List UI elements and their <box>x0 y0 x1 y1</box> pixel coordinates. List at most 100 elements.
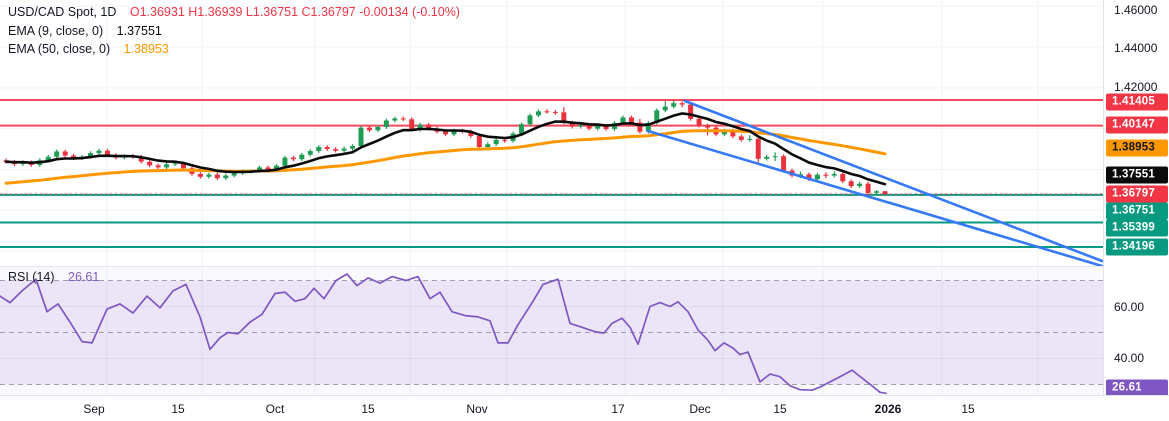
candle-body <box>831 173 837 176</box>
candle-body <box>519 124 525 134</box>
time-axis-label: Sep <box>83 402 105 416</box>
candle-body <box>874 191 880 193</box>
ema50-value: 1.38953 <box>123 42 169 56</box>
rsi-value-badge: 26.61 <box>1106 379 1168 397</box>
candle-body <box>738 136 744 140</box>
candle-body <box>341 148 347 151</box>
price-axis-label: 1.42000 <box>1114 80 1158 94</box>
candle-body <box>637 122 643 132</box>
rsi-value: 26.61 <box>68 270 100 284</box>
ema9-line[interactable] <box>4 112 887 186</box>
candle-body <box>333 149 339 151</box>
candle-body <box>104 150 110 156</box>
candle-body <box>535 111 541 116</box>
trendline-lower[interactable] <box>646 129 1103 266</box>
ohlc-values: O1.36931 H1.36939 L1.36751 C1.36797 -0.0… <box>129 5 460 19</box>
candle-body <box>358 127 364 146</box>
time-axis-label: 15 <box>361 402 375 416</box>
candle-body <box>71 155 77 159</box>
candle-body <box>180 163 186 169</box>
price-badge: 1.40147 <box>1106 116 1168 134</box>
time-axis-label: 17 <box>611 402 625 416</box>
price-badge: 1.38953 <box>1106 139 1168 157</box>
candle-body <box>147 161 153 166</box>
candle-body <box>527 115 533 125</box>
candle-body <box>350 145 356 149</box>
candle-body <box>823 174 829 176</box>
ema9-legend-row[interactable]: EMA (9, close, 0) 1.37551 <box>8 22 460 41</box>
price-axis-label: 1.44000 <box>1114 41 1158 55</box>
rsi-axis-label: 60.00 <box>1114 300 1145 314</box>
time-axis-label: Oct <box>265 402 285 416</box>
candle-body <box>747 138 753 140</box>
ema9-label[interactable]: EMA (9, close, 0) <box>8 23 104 38</box>
candle-body <box>383 120 389 128</box>
symbol-title[interactable]: USD/CAD Spot, 1D <box>8 5 117 19</box>
candle-body <box>324 147 330 150</box>
candle-body <box>814 174 820 180</box>
candle-body <box>721 130 727 135</box>
candle-body <box>366 127 372 131</box>
candle-body <box>654 110 660 123</box>
candle-body <box>797 174 803 176</box>
time-axis[interactable]: Sep 15 Oct 15 Nov 17 Dec 15 2026 15 <box>0 395 1169 421</box>
candle-body <box>206 174 212 177</box>
candle-body <box>865 183 871 193</box>
candle-body <box>468 131 474 136</box>
candle-body <box>552 111 558 113</box>
rsi-legend: RSI (14) 26.61 <box>8 270 99 284</box>
rsi-line[interactable] <box>0 273 887 395</box>
candle-body <box>781 156 787 171</box>
candle-body <box>764 156 770 159</box>
candle-body <box>502 139 508 141</box>
candle-body <box>265 167 271 170</box>
time-axis-label: 2026 <box>874 402 902 416</box>
rsi-indicator-pane[interactable] <box>0 266 1103 396</box>
candle-body <box>586 125 592 129</box>
candle-body <box>578 125 584 127</box>
candle-body <box>603 125 609 130</box>
candle-body <box>392 118 398 121</box>
candle-body <box>426 124 432 129</box>
price-badge: 1.34196 <box>1106 238 1168 256</box>
candle-body <box>96 150 102 154</box>
candle-body <box>164 164 170 168</box>
candle-body <box>223 175 229 179</box>
candle-body <box>417 124 423 130</box>
symbol-legend-row[interactable]: USD/CAD Spot, 1D O1.36931 H1.36939 L1.36… <box>8 3 460 22</box>
price-badge: 1.35399 <box>1106 219 1168 237</box>
ema9-value: 1.37551 <box>116 23 162 38</box>
price-axis[interactable]: 1.46000 1.44000 1.42000 1.41405 1.40147 1.389… <box>1103 0 1169 397</box>
candle-body <box>628 117 634 123</box>
ema50-label[interactable]: EMA (50, close, 0) <box>8 42 111 56</box>
candle-body <box>544 111 550 113</box>
price-badge: 1.41405 <box>1106 93 1168 111</box>
candle-body <box>696 118 702 126</box>
candle-body <box>688 104 694 119</box>
candle-body <box>400 118 406 120</box>
candle-body <box>138 156 144 162</box>
candle-body <box>595 125 601 129</box>
chart-legend: USD/CAD Spot, 1D O1.36931 H1.36939 L1.36… <box>8 3 460 59</box>
candle-body <box>273 165 279 170</box>
price-badge: 1.36797 <box>1106 185 1168 203</box>
candle-body <box>231 173 237 176</box>
candle-body <box>155 165 161 168</box>
ema50-legend-row[interactable]: EMA (50, close, 0) 1.38953 <box>8 40 460 59</box>
time-axis-label: 15 <box>171 402 185 416</box>
rsi-label[interactable]: RSI (14) <box>8 270 55 284</box>
time-axis-label: Dec <box>689 402 711 416</box>
candle-body <box>662 106 668 111</box>
price-chart-pane[interactable] <box>0 0 1103 266</box>
trendline-upper[interactable] <box>683 99 1103 263</box>
ema50-line[interactable] <box>4 129 887 185</box>
price-axis-label: 1.46000 <box>1114 3 1158 17</box>
candle-body <box>282 157 288 166</box>
candle-body <box>848 181 854 187</box>
candle-body <box>290 157 296 160</box>
candle-body <box>561 112 567 123</box>
candle-body <box>493 139 499 145</box>
candle-body <box>485 144 491 148</box>
time-axis-label: 15 <box>773 402 787 416</box>
candle-body <box>840 173 846 182</box>
